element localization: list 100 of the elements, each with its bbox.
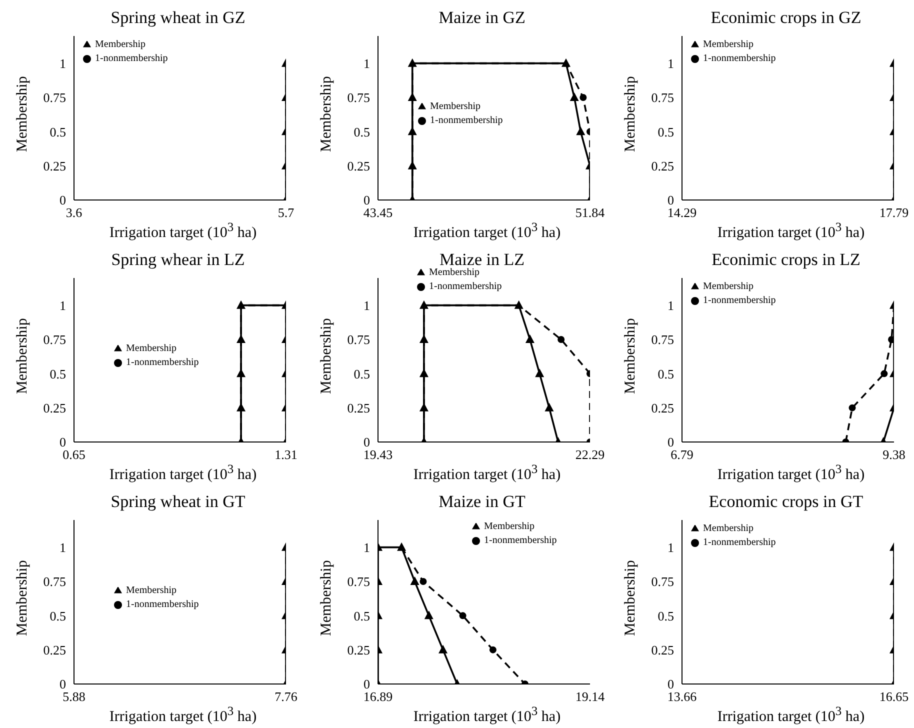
y-axis-title: Membership xyxy=(622,76,638,152)
legend-label: Membership xyxy=(430,101,481,112)
chart-title: Maize in LZ xyxy=(440,250,526,269)
y-tick-label: 0.5 xyxy=(354,124,370,140)
legend-label: 1-nonmembership xyxy=(430,115,503,126)
y-tick-label: 0.75 xyxy=(43,574,66,590)
legend-label: 1-nonmembership xyxy=(703,53,776,64)
point xyxy=(535,368,544,378)
y-tick-label: 0 xyxy=(60,192,66,208)
y-tick-label: 0.25 xyxy=(347,400,370,416)
legend-label: 1-nonmembership xyxy=(703,537,776,548)
point xyxy=(459,612,466,620)
x-tick-label: 22.29 xyxy=(575,447,605,462)
y-tick-label: 0.5 xyxy=(658,124,674,140)
chart-title: Spring whear in LZ xyxy=(110,250,246,271)
x-tick-label: 16.65 xyxy=(879,689,909,704)
y-tick-label: 1 xyxy=(364,56,370,71)
chart-title: Econimic crops in GZ xyxy=(710,8,862,29)
y-tick-label: 0.75 xyxy=(43,332,66,348)
y-tick-label: 0.75 xyxy=(347,574,370,590)
y-tick-label: 1 xyxy=(60,56,66,71)
legend-label: Membership xyxy=(703,39,754,50)
x-tick-label: 16.89 xyxy=(363,689,393,704)
x-tick-label: 0.65 xyxy=(62,447,86,462)
y-tick-label: 0.5 xyxy=(50,608,66,624)
x-tick-label: 3.6 xyxy=(66,205,83,220)
x-axis-title: Irrigation target (10$^{3}$ ha) xyxy=(412,462,562,484)
point xyxy=(848,404,856,412)
y-tick-label: 1 xyxy=(668,540,674,555)
y-tick-label: 0.25 xyxy=(347,642,370,658)
x-axis-title: Irrigation target (10$^{3}$ ha) xyxy=(108,220,258,242)
y-tick-label: 0 xyxy=(364,192,370,208)
legend-label: 1-nonmembership xyxy=(126,357,199,368)
y-tick-label: 0.5 xyxy=(354,366,370,382)
y-tick-label: 1 xyxy=(364,298,370,313)
y-tick-label: 0.5 xyxy=(658,608,674,624)
y-tick-label: 0.5 xyxy=(658,366,674,382)
x-tick-label: 5.88 xyxy=(62,689,86,704)
x-axis-title: Irrigation target (10$^{3}$ ha) xyxy=(716,704,866,726)
x-tick-label: 1.31 xyxy=(274,447,298,462)
legend-label: Membership xyxy=(703,281,754,292)
y-tick-label: 0 xyxy=(364,676,370,692)
legend-label: Membership xyxy=(126,343,177,354)
y-tick-label: 0.25 xyxy=(651,642,674,658)
y-axis-title: Membership xyxy=(622,560,638,636)
y-tick-label: 0 xyxy=(668,434,674,450)
point xyxy=(420,578,427,585)
y-tick-label: 1 xyxy=(668,56,674,71)
chart-title: Maize in GZ xyxy=(438,8,526,29)
x-axis-title: Irrigation target (10$^{3}$ ha) xyxy=(716,462,866,484)
y-tick-label: 0 xyxy=(668,676,674,692)
point xyxy=(489,646,496,654)
x-tick-label: 6.79 xyxy=(670,447,694,462)
legend-label: Membership xyxy=(484,521,535,532)
y-axis-title: Membership xyxy=(318,560,334,636)
chart-title: Spring wheat in GZ xyxy=(110,8,246,29)
legend-label: 1-nonmembership xyxy=(429,281,502,292)
legend-label: 1-nonmembership xyxy=(703,295,776,306)
y-tick-label: 0.25 xyxy=(651,400,674,416)
x-tick-label: 5.7 xyxy=(278,205,295,220)
x-tick-label: 13.66 xyxy=(667,689,698,704)
y-tick-label: 0.75 xyxy=(651,90,674,106)
x-tick-label: 19.43 xyxy=(363,447,393,462)
y-axis-title: Membership xyxy=(14,318,30,394)
y-tick-label: 0.75 xyxy=(651,332,674,348)
y-tick-label: 0.5 xyxy=(50,124,66,140)
y-tick-label: 1 xyxy=(60,298,66,313)
legend-label: 1-nonmembership xyxy=(484,535,557,546)
x-tick-label: 7.76 xyxy=(274,689,298,704)
legend-label: Membership xyxy=(126,585,177,596)
legend-label: Membership xyxy=(429,267,480,278)
chart-title: Spring wheat in GT xyxy=(110,492,246,513)
y-axis-title: Membership xyxy=(318,76,334,152)
y-tick-label: 0.75 xyxy=(347,332,370,348)
y-axis-title: Membership xyxy=(318,318,334,394)
point xyxy=(544,402,554,412)
x-tick-label: 17.79 xyxy=(879,205,909,220)
point xyxy=(525,334,534,343)
y-axis-title: Membership xyxy=(14,76,30,152)
y-tick-label: 0.25 xyxy=(43,400,66,416)
legend-label: Membership xyxy=(95,39,146,50)
x-tick-label: 14.29 xyxy=(667,205,697,220)
legend-label: 1-nonmembership xyxy=(95,53,168,64)
y-tick-label: 0 xyxy=(364,434,370,450)
x-tick-label: 9.38 xyxy=(882,447,906,462)
y-tick-label: 1 xyxy=(60,540,66,555)
y-tick-label: 0.75 xyxy=(347,90,370,106)
point xyxy=(570,92,579,101)
legend-label: 1-nonmembership xyxy=(126,599,199,610)
chart-title: Maize in GT xyxy=(438,492,526,513)
y-tick-label: 0.25 xyxy=(347,158,370,174)
x-axis-title: Irrigation target (10$^{3}$ ha) xyxy=(412,704,562,726)
point xyxy=(880,370,888,378)
chart-title: Economic crops in GT xyxy=(708,492,864,513)
y-tick-label: 0 xyxy=(668,192,674,208)
y-tick-label: 0.25 xyxy=(651,158,674,174)
point xyxy=(576,126,586,136)
y-tick-label: 0.25 xyxy=(43,642,66,658)
x-tick-label: 19.14 xyxy=(575,689,606,704)
y-axis-title: Membership xyxy=(14,560,30,636)
